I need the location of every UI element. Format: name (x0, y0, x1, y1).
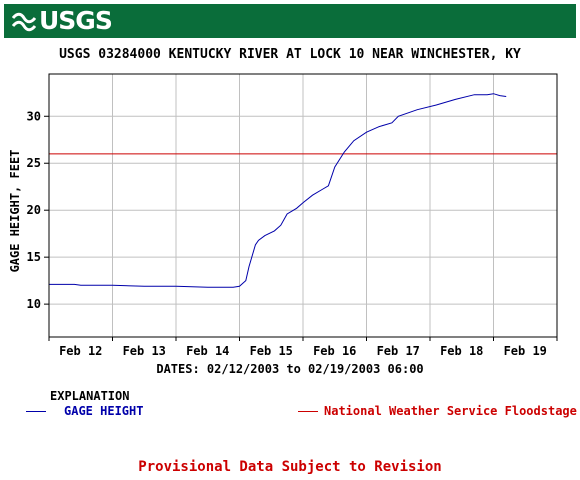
legend-swatch-gage-height (26, 410, 46, 412)
x-tick-label: Feb 12 (59, 344, 102, 358)
usgs-banner: USGS (4, 4, 576, 38)
y-tick-label: 30 (27, 109, 41, 123)
legend-swatch-floodstage (298, 410, 318, 412)
legend-item-gage-height: GAGE HEIGHT (26, 404, 143, 418)
y-tick-label: 25 (27, 156, 41, 170)
y-axis-title: GAGE HEIGHT, FEET (8, 149, 22, 273)
grid-layer (48, 74, 558, 337)
y-tick-label: 10 (27, 297, 41, 311)
x-tick-label: Feb 15 (250, 344, 293, 358)
legend-title: EXPLANATION (50, 389, 130, 403)
x-tick-label: Feb 16 (313, 344, 356, 358)
x-tick-label: Feb 14 (186, 344, 229, 358)
chart-title: USGS 03284000 KENTUCKY RIVER AT LOCK 10 … (59, 47, 521, 62)
x-tick-label: Feb 17 (377, 344, 420, 358)
y-tick-label: 15 (27, 250, 41, 264)
usgs-logo[interactable]: USGS (12, 6, 113, 36)
x-tick-label: Feb 19 (504, 344, 547, 358)
axes-layer (44, 73, 558, 341)
x-tick-label: Feb 18 (440, 344, 483, 358)
gage-height-line (49, 93, 507, 288)
y-tick-label: 20 (27, 203, 41, 217)
tick-label-layer: 10 15 20 25 30 Feb 12 Feb 13 Feb 14 Feb 15 Feb 16… (27, 109, 547, 358)
provisional-notice: Provisional Data Subject to Revision (138, 459, 442, 475)
x-tick-label: Feb 13 (123, 344, 166, 358)
x-axis-title: DATES: 02/12/2003 to 02/19/2003 06:00 (156, 362, 424, 376)
legend-item-floodstage: National Weather Service Floodstage (298, 404, 577, 418)
usgs-wave-icon (12, 12, 36, 32)
legend-label-gage-height: GAGE HEIGHT (64, 404, 144, 418)
usgs-logo-text: USGS (39, 6, 113, 35)
series-layer (49, 93, 507, 288)
legend-label-floodstage: National Weather Service Floodstage (324, 404, 577, 418)
